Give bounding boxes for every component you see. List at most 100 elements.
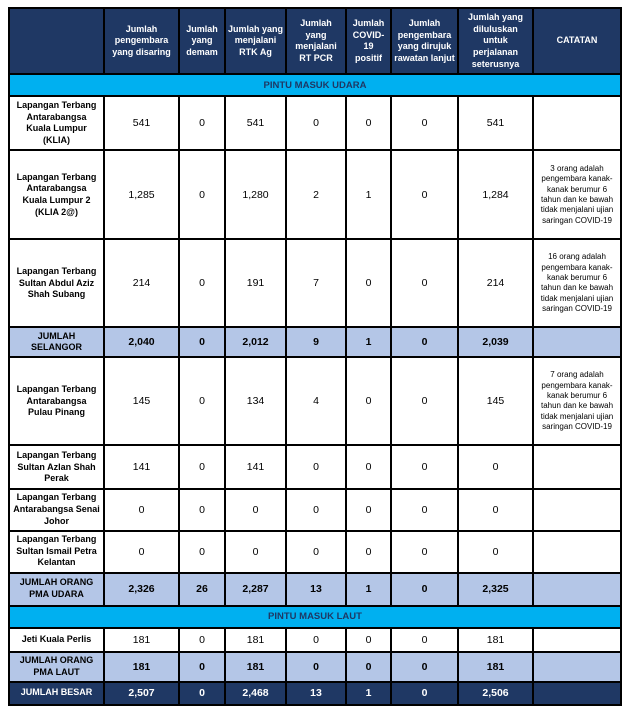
cell-value: 0 — [285, 650, 347, 683]
cell-value: 13 — [285, 571, 347, 607]
cell-value: 0 — [285, 95, 347, 152]
cell-value: 0 — [345, 626, 392, 653]
column-header: Jumlah pengembara yang disaring — [103, 6, 180, 76]
row-label: JUMLAH BESAR — [8, 680, 105, 706]
corner-cell — [8, 6, 105, 76]
cell-value: 4 — [285, 356, 347, 447]
cell-value: 2,507 — [103, 680, 180, 706]
cell-value: 145 — [457, 356, 534, 447]
cell-value: 0 — [345, 95, 392, 152]
cell-value: 0 — [224, 529, 287, 574]
row-label: Lapangan Terbang Antarabangsa Senai Joho… — [8, 488, 105, 532]
table-row: JUMLAH ORANG PMA LAUT 181 0 181 0 0 0 181 — [8, 650, 622, 683]
cell-value: 0 — [390, 238, 459, 329]
cell-value: 2,468 — [224, 680, 287, 706]
cell-catatan — [532, 444, 622, 491]
row-label: JUMLAH ORANG PMA UDARA — [8, 571, 105, 607]
cell-value: 0 — [390, 149, 459, 241]
cell-value: 181 — [457, 626, 534, 653]
cell-value: 181 — [457, 650, 534, 683]
column-header: Jumlah yang demam — [178, 6, 226, 76]
cell-catatan: 16 orang adalah pengembara kanak-kanak b… — [532, 238, 622, 329]
row-label: Lapangan Terbang Antarabangsa Kuala Lump… — [8, 95, 105, 152]
cell-value: 0 — [390, 326, 459, 359]
cell-value: 541 — [103, 95, 180, 152]
cell-value: 0 — [457, 488, 534, 532]
cell-value: 2,039 — [457, 326, 534, 359]
cell-value: 0 — [178, 488, 226, 532]
cell-value: 2,287 — [224, 571, 287, 607]
cell-catatan: 7 orang adalah pengembara kanak-kanak be… — [532, 356, 622, 447]
cell-value: 0 — [457, 529, 534, 574]
cell-value: 0 — [178, 326, 226, 359]
cell-value: 541 — [224, 95, 287, 152]
section-band-row: PINTU MASUK LAUT — [8, 604, 622, 629]
cell-value: 0 — [178, 650, 226, 683]
row-label: JUMLAH SELANGOR — [8, 326, 105, 359]
cell-value: 0 — [178, 680, 226, 706]
header-row: Jumlah pengembara yang disaring Jumlah ya… — [8, 6, 622, 76]
cell-value: 0 — [390, 95, 459, 152]
cell-value: 1 — [345, 571, 392, 607]
cell-value: 2,012 — [224, 326, 287, 359]
cell-catatan — [532, 326, 622, 359]
table-row: Lapangan Terbang Antarabangsa Pulau Pina… — [8, 356, 622, 447]
cell-value: 1 — [345, 326, 392, 359]
cell-value: 0 — [345, 444, 392, 491]
cell-value: 181 — [103, 626, 180, 653]
table-body: PINTU MASUK UDARA Lapangan Terbang Antara… — [8, 73, 622, 706]
row-label: Lapangan Terbang Sultan Ismail Petra Kel… — [8, 529, 105, 574]
table-header: Jumlah pengembara yang disaring Jumlah ya… — [8, 6, 622, 76]
cell-value: 7 — [285, 238, 347, 329]
cell-value: 0 — [103, 529, 180, 574]
cell-value: 26 — [178, 571, 226, 607]
cell-value: 0 — [285, 444, 347, 491]
row-label: Lapangan Terbang Sultan Azlan Shah Perak — [8, 444, 105, 491]
column-header: CATATAN — [532, 6, 622, 76]
cell-value: 141 — [103, 444, 180, 491]
row-label: Lapangan Terbang Antarabangsa Kuala Lump… — [8, 149, 105, 241]
cell-catatan — [532, 571, 622, 607]
cell-value: 0 — [285, 488, 347, 532]
row-label: Lapangan Terbang Antarabangsa Pulau Pina… — [8, 356, 105, 447]
row-label: Jeti Kuala Perlis — [8, 626, 105, 653]
cell-value: 191 — [224, 238, 287, 329]
cell-catatan — [532, 680, 622, 706]
screening-table: Jumlah pengembara yang disaring Jumlah ya… — [8, 6, 622, 706]
table-row: JUMLAH ORANG PMA UDARA 2,326 26 2,287 13 1 0 2,… — [8, 571, 622, 607]
cell-value: 0 — [285, 626, 347, 653]
table-row: Lapangan Terbang Sultan Azlan Shah Perak… — [8, 444, 622, 491]
cell-value: 0 — [178, 95, 226, 152]
cell-catatan: 3 orang adalah pengembara kanak-kanak be… — [532, 149, 622, 241]
cell-value: 0 — [457, 444, 534, 491]
table-row: Jeti Kuala Perlis 181 0 181 0 0 0 181 — [8, 626, 622, 653]
cell-catatan — [532, 529, 622, 574]
cell-value: 0 — [345, 650, 392, 683]
cell-value: 0 — [178, 238, 226, 329]
cell-value: 214 — [457, 238, 534, 329]
column-header: Jumlah yang diluluskan untuk perjalanan … — [457, 6, 534, 76]
cell-value: 0 — [224, 488, 287, 532]
cell-value: 2,325 — [457, 571, 534, 607]
cell-value: 2,040 — [103, 326, 180, 359]
cell-value: 0 — [345, 238, 392, 329]
cell-value: 141 — [224, 444, 287, 491]
cell-value: 1,280 — [224, 149, 287, 241]
cell-value: 2,326 — [103, 571, 180, 607]
section-band-label: PINTU MASUK LAUT — [8, 604, 622, 629]
cell-value: 0 — [345, 529, 392, 574]
cell-value: 0 — [178, 149, 226, 241]
cell-value: 1 — [345, 680, 392, 706]
table-row: Lapangan Terbang Antarabangsa Senai Joho… — [8, 488, 622, 532]
cell-value: 2,506 — [457, 680, 534, 706]
cell-value: 1,284 — [457, 149, 534, 241]
cell-value: 0 — [390, 626, 459, 653]
cell-value: 0 — [390, 650, 459, 683]
cell-value: 0 — [390, 356, 459, 447]
cell-value: 0 — [390, 529, 459, 574]
cell-value: 0 — [390, 571, 459, 607]
section-band-row: PINTU MASUK UDARA — [8, 73, 622, 98]
cell-value: 0 — [390, 444, 459, 491]
section-band-label: PINTU MASUK UDARA — [8, 73, 622, 98]
